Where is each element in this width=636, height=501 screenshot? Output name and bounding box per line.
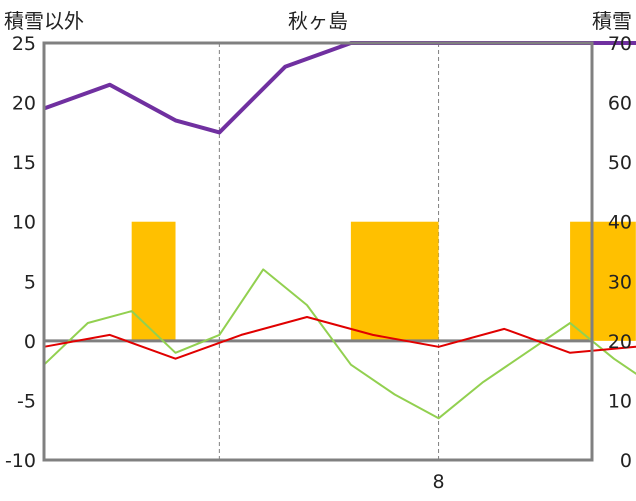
- left-tick-label: 0: [24, 331, 36, 353]
- left-tick-label: 25: [12, 33, 36, 55]
- right-tick-label: 30: [608, 271, 632, 293]
- right-tick-label: 10: [608, 390, 632, 412]
- right-axis-title: 積雪: [592, 9, 632, 33]
- left-tick-label: 10: [12, 212, 36, 234]
- chart-title: 秋ヶ島: [288, 9, 348, 33]
- sunshine-bar: [350, 221, 439, 341]
- x-tick-label: 8: [433, 471, 445, 493]
- right-tick-label: 60: [608, 93, 632, 115]
- right-tick-label: 0: [620, 450, 632, 472]
- right-tick-label: 70: [608, 33, 632, 55]
- left-tick-label: -10: [5, 450, 36, 472]
- left-tick-label: -5: [17, 390, 36, 412]
- sunshine-bar: [131, 221, 176, 341]
- left-tick-label: 5: [24, 271, 36, 293]
- plot-frame: [42, 41, 594, 462]
- sunshine-bar: [570, 221, 636, 341]
- left-tick-label: 20: [12, 93, 36, 115]
- left-tick-label: 15: [12, 152, 36, 174]
- left-axis-title: 積雪以外: [4, 9, 84, 33]
- right-tick-label: 40: [608, 212, 632, 234]
- right-tick-label: 50: [608, 152, 632, 174]
- right-tick-label: 20: [608, 331, 632, 353]
